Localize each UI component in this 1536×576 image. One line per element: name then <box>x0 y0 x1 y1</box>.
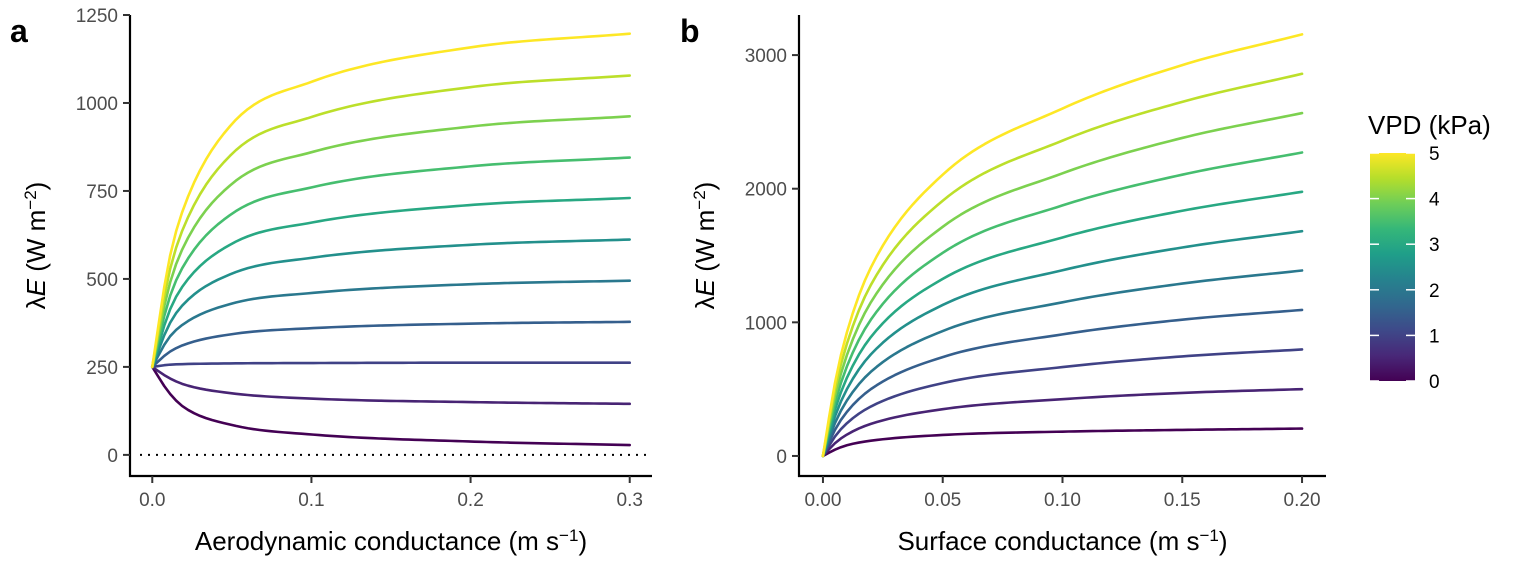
panel-a-series-line-8 <box>150 115 632 369</box>
colorbar-tick-label: 5 <box>1429 144 1440 165</box>
panel-letter-b: b <box>680 13 700 49</box>
panel-b-y-axis-title: λE (W m−2) <box>690 182 721 310</box>
panel-a-series-line-3 <box>150 320 632 369</box>
colorbar-tick-label: 3 <box>1429 235 1440 256</box>
colorbar-tick-label: 0 <box>1429 372 1440 393</box>
panel-b-series-line-5 <box>821 229 1304 458</box>
panel-b-y-tick-label: 0 <box>776 447 787 468</box>
panel-b-x-axis-title: Surface conductance (m s−1) <box>897 526 1227 557</box>
panel-a-y-tick-label: 1250 <box>76 6 118 27</box>
panel-a-series-line-9 <box>150 74 632 369</box>
panel-a-series-line-4 <box>150 279 632 369</box>
panel-b-x-tick-label: 0.05 <box>924 490 961 511</box>
panel-b: b 0 1000 2000 3000 0.00 0.05 0.10 0.15 0.20 Surf… <box>680 13 1326 556</box>
panel-a-y-tick-label: 250 <box>86 358 118 379</box>
panel-b-x-tick-label: 0.20 <box>1284 490 1321 511</box>
panel-a-x-tick-label: 0.3 <box>617 490 643 511</box>
panel-a-x-tick-label: 0.1 <box>298 490 324 511</box>
panel-b-y-tick-label: 1000 <box>745 313 787 334</box>
panel-b-x-tick-label: 0.00 <box>804 490 841 511</box>
panel-b-series-line-7 <box>821 151 1304 458</box>
panel-b-series-line-2 <box>821 348 1304 458</box>
panel-letter-a: a <box>10 13 28 49</box>
panel-b-x-tick-label: 0.10 <box>1044 490 1081 511</box>
panel-a-x-tick-label: 0.2 <box>457 490 483 511</box>
legend-title: VPD (kPa) <box>1368 110 1491 140</box>
panel-a-y-tick-label: 0 <box>107 446 118 467</box>
panel-b-y-tick-label: 2000 <box>745 180 787 201</box>
colorbar-tick-label: 4 <box>1429 190 1440 211</box>
colorbar-tick-label: 2 <box>1429 281 1440 302</box>
colorbar-ticks: 0 1 2 3 4 5 <box>1370 144 1440 393</box>
panel-a-y-tick-label: 500 <box>86 270 118 291</box>
panel-a-series-line-2 <box>150 361 632 369</box>
panel-b-series-line-9 <box>821 72 1304 458</box>
colorbar-gradient <box>1370 153 1415 381</box>
panel-b-series-line-0 <box>821 427 1304 458</box>
panel-a-x-axis-title: Aerodynamic conductance (m s−1) <box>195 526 587 557</box>
panel-a-series-line-0 <box>150 365 632 447</box>
panel-a-series-line-10 <box>150 32 632 369</box>
panel-a-series-line-1 <box>150 365 632 406</box>
panel-b-series-line-1 <box>821 387 1304 458</box>
vpd-colorbar-legend: VPD (kPa) 0 1 2 3 4 5 <box>1368 110 1491 393</box>
panel-b-series-line-8 <box>821 111 1304 458</box>
panel-a-x-tick-label: 0.0 <box>139 490 165 511</box>
panel-a-axes: 0 250 500 750 1000 1250 0.0 0.1 0.2 0.3 <box>76 6 652 511</box>
panel-a-y-axis-title: λE (W m−2) <box>21 182 52 310</box>
panel-b-axes: 0 1000 2000 3000 0.00 0.05 0.10 0.15 0.20 <box>745 15 1326 511</box>
panel-a: a 0 250 500 750 1000 1250 0.0 0.1 0.2 0.3 Aerodyn… <box>10 6 652 556</box>
panel-a-series-line-7 <box>150 156 632 369</box>
panel-b-series-line-6 <box>821 190 1304 458</box>
panel-a-y-tick-label: 750 <box>86 182 118 203</box>
panel-a-series-line-5 <box>150 238 632 369</box>
panel-a-lines <box>150 32 632 447</box>
panel-b-series-line-10 <box>821 33 1304 458</box>
colorbar-tick-label: 1 <box>1429 326 1440 347</box>
panel-a-y-tick-label: 1000 <box>76 94 118 115</box>
panel-b-x-tick-label: 0.15 <box>1164 490 1201 511</box>
panel-b-lines <box>821 33 1304 458</box>
panel-b-series-line-3 <box>821 308 1304 458</box>
panel-a-series-line-6 <box>150 196 632 369</box>
panel-b-y-tick-label: 3000 <box>745 46 787 67</box>
panel-b-series-line-4 <box>821 269 1304 458</box>
